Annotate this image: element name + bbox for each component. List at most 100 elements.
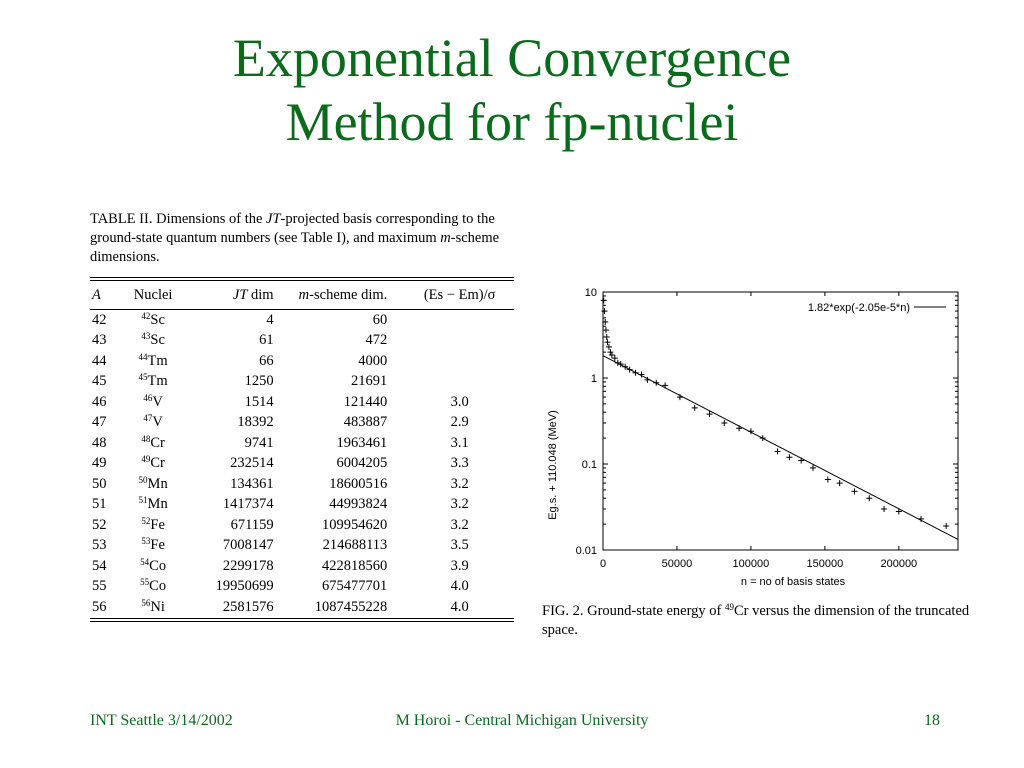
- cell-nucleus: 55Co: [124, 577, 182, 598]
- cell-m-scheme-dim: 4000: [358, 352, 388, 369]
- cell-nucleus: 54Co: [124, 556, 182, 577]
- table-caption-text-2: -projected basis corresponding to the gr…: [90, 211, 495, 246]
- cell-a: 56: [92, 598, 107, 615]
- data-point: [614, 359, 621, 366]
- nucleus-element: Co: [149, 557, 167, 574]
- table-row: 45 45Tm 1250 21691: [90, 372, 514, 393]
- table-row: 47 47V 18392 483887 2.9: [90, 413, 514, 434]
- table-caption-label: TABLE II.: [90, 211, 153, 227]
- header-m-scheme: m-scheme dim.: [298, 286, 388, 303]
- data-point: [706, 411, 713, 418]
- cell-ratio: 3.5: [450, 537, 469, 554]
- data-point: [611, 355, 618, 362]
- data-point: [895, 508, 902, 515]
- cell-ratio: 3.2: [450, 516, 469, 533]
- figure-panel: 0 50000 100000 150000 200000 10 1 0.1 0.01 1.82*…: [540, 190, 980, 640]
- nucleus-mass: 51: [138, 495, 148, 506]
- table-top-rule: [90, 277, 514, 281]
- cell-ratio: 3.2: [450, 496, 469, 513]
- nucleus-element: V: [152, 393, 163, 410]
- cell-jt-dim: 2299178: [222, 557, 274, 574]
- cell-nucleus: 44Tm: [124, 351, 182, 372]
- energy-convergence-chart: 0 50000 100000 150000 200000 10 1 0.1 0.01 1.82*…: [547, 287, 959, 588]
- data-point: [721, 419, 728, 426]
- dimensions-table: A Nuclei JT dim m-scheme dim. (Es − Em)/…: [90, 281, 514, 618]
- nucleus-mass: 55: [140, 577, 150, 588]
- figure-caption-mass: 49: [724, 602, 734, 612]
- figure-caption: FIG. 2. Ground-state energy of 49Cr vers…: [542, 602, 972, 640]
- nucleus-element: Cr: [150, 455, 165, 472]
- plot-frame: [602, 291, 959, 551]
- nucleus-element: Mn: [147, 496, 168, 513]
- cell-jt-dim: 4: [266, 311, 274, 328]
- cell-nucleus: 43Sc: [124, 331, 182, 352]
- table-row: 48 48Cr 9741 1963461 3.1: [90, 433, 514, 454]
- nucleus-element: Tm: [147, 373, 168, 390]
- data-point: [866, 495, 873, 502]
- cell-a: 42: [92, 311, 107, 328]
- cell-a: 55: [92, 578, 107, 595]
- cell-a: 49: [92, 455, 107, 472]
- title-line-2: Method for fp-nuclei: [285, 92, 739, 152]
- table-caption-text-1: Dimensions of the: [156, 211, 267, 227]
- data-point: [918, 515, 925, 522]
- dimensions-table-panel: TABLE II. Dimensions of the JT-projected…: [90, 210, 514, 622]
- nucleus-mass: 52: [141, 515, 151, 526]
- data-point: [604, 339, 611, 346]
- data-point: [691, 404, 698, 411]
- y-axis-label: Eg.s. + 110.048 (MeV): [547, 410, 559, 520]
- cell-a: 45: [92, 373, 107, 390]
- table-caption-m: m: [440, 230, 451, 246]
- table-row: 55 55Co 19950699 675477701 4.0: [90, 577, 514, 598]
- nucleus-mass: 48: [141, 433, 151, 444]
- table-caption-text-3: -scheme dimensions.: [90, 230, 500, 265]
- table-row: 44 44Tm 66 4000: [90, 351, 514, 372]
- data-point: [810, 464, 817, 471]
- data-point: [736, 425, 743, 432]
- x-tick-label: 150000: [807, 558, 844, 570]
- table-caption-jt: JT: [266, 211, 281, 227]
- cell-m-scheme-dim: 60: [372, 311, 388, 328]
- y-tick-label: 1: [591, 373, 597, 385]
- cell-nucleus: 52Fe: [124, 515, 182, 536]
- cell-nucleus: 51Mn: [124, 495, 182, 516]
- cell-nucleus: 50Mn: [124, 474, 182, 495]
- data-point: [851, 488, 858, 495]
- cell-m-scheme-dim: 6004205: [336, 455, 388, 472]
- cell-jt-dim: 9741: [244, 434, 274, 451]
- nucleus-element: Mn: [147, 475, 168, 492]
- cell-a: 53: [92, 537, 107, 554]
- cell-jt-dim: 19950699: [215, 578, 274, 595]
- cell-nucleus: 53Fe: [124, 536, 182, 557]
- cell-a: 50: [92, 475, 107, 492]
- cell-m-scheme-dim: 675477701: [322, 578, 388, 595]
- nucleus-mass: 54: [140, 556, 150, 567]
- cell-ratio: 4.0: [450, 578, 469, 595]
- cell-m-scheme-dim: 472: [365, 332, 388, 349]
- cell-nucleus: 47V: [124, 413, 182, 434]
- cell-ratio: 3.2: [450, 475, 469, 492]
- cell-jt-dim: 671159: [230, 516, 274, 533]
- data-point: [943, 523, 950, 530]
- data-point: [605, 343, 612, 350]
- nucleus-element: V: [152, 414, 163, 431]
- table-row: 56 56Ni 2581576 1087455228 4.0: [90, 597, 514, 618]
- data-point: [617, 361, 624, 368]
- table-body: 42 42Sc 4 60 43 43Sc 61 472 44 44Tm 66 4000 45 45Tm 12…: [90, 310, 514, 618]
- nucleus-mass: 50: [138, 474, 148, 485]
- data-point: [774, 448, 781, 455]
- nucleus-element: Sc: [150, 332, 165, 349]
- cell-a: 46: [92, 393, 107, 410]
- footer-author: M Horoi - Central Michigan University: [395, 712, 649, 729]
- nucleus-mass: 47: [143, 413, 153, 424]
- data-point: [798, 457, 805, 464]
- cell-nucleus: 45Tm: [124, 372, 182, 393]
- cell-jt-dim: 1417374: [222, 496, 274, 513]
- data-point: [759, 435, 766, 442]
- data-point: [824, 476, 831, 483]
- cell-a: 52: [92, 516, 107, 533]
- y-tick-label: 0.1: [582, 459, 597, 471]
- cell-a: 44: [92, 352, 107, 369]
- cell-m-scheme-dim: 214688113: [322, 537, 388, 554]
- x-axis-label: n = no of basis states: [741, 576, 846, 588]
